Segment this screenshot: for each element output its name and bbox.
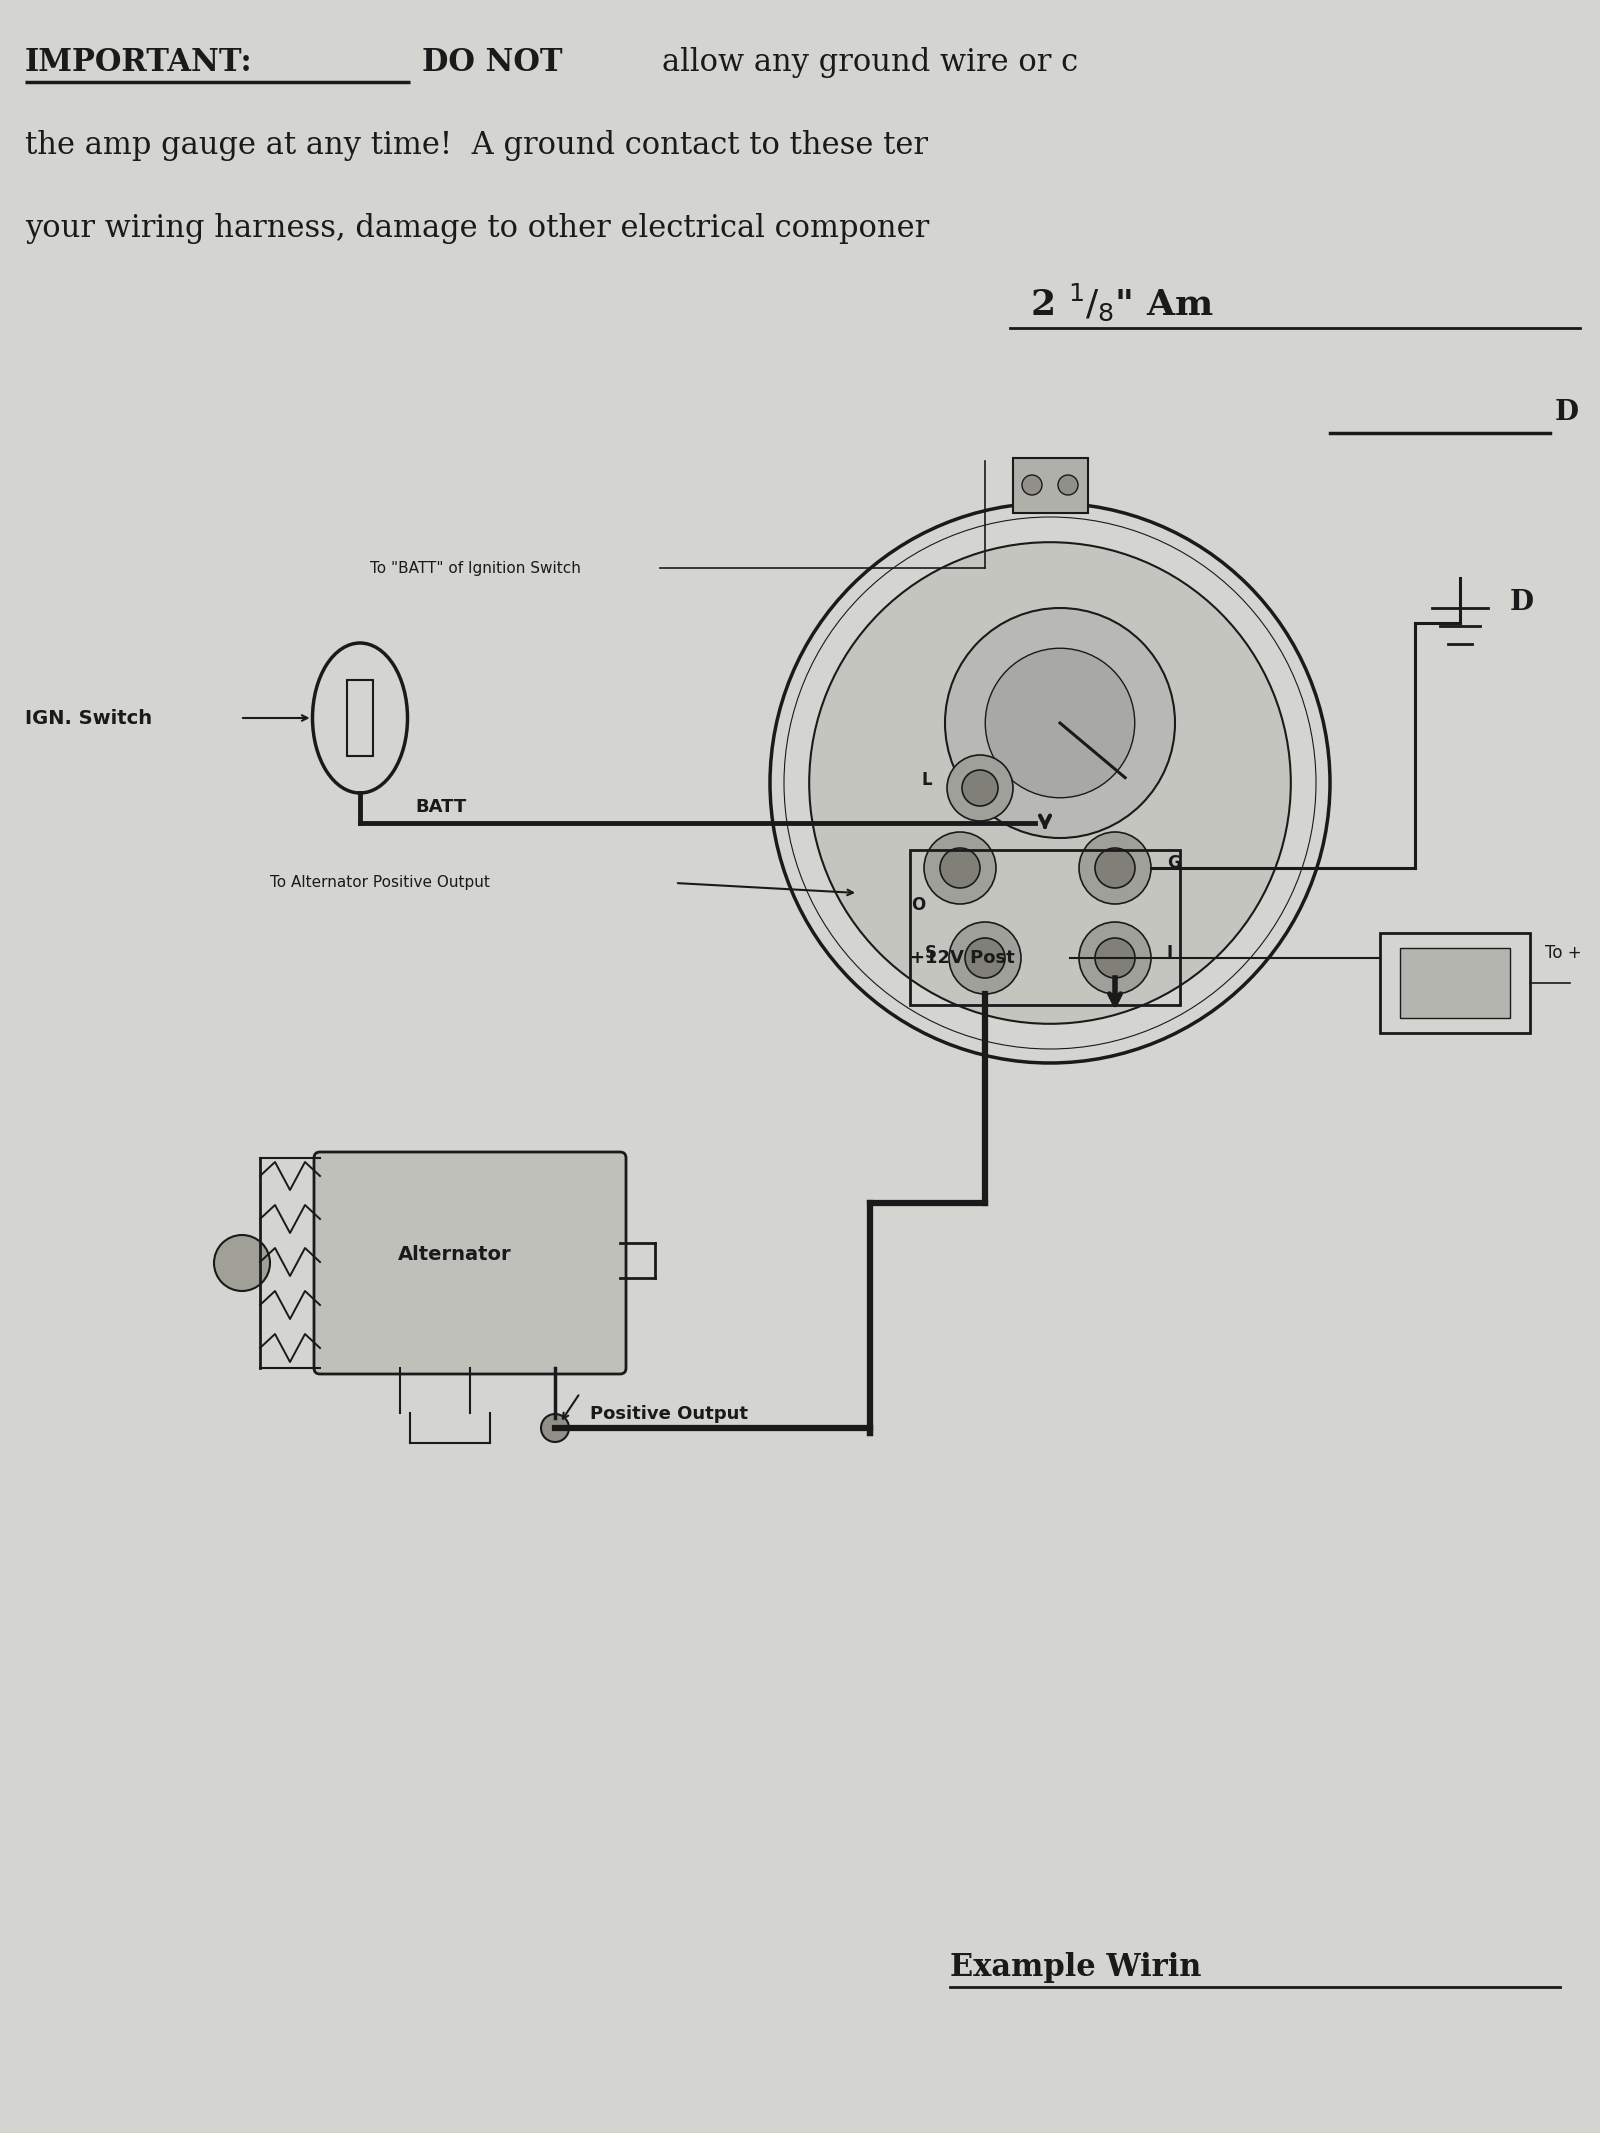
Text: To Alternator Positive Output: To Alternator Positive Output <box>270 875 490 889</box>
Text: D: D <box>1555 399 1579 427</box>
Bar <box>1013 459 1088 514</box>
Text: 2 $^{1}/_{8}$" Am: 2 $^{1}/_{8}$" Am <box>1030 282 1213 322</box>
Bar <box>910 849 1181 1005</box>
Text: Alternator: Alternator <box>398 1246 512 1265</box>
Circle shape <box>1094 939 1134 979</box>
Text: IGN. Switch: IGN. Switch <box>26 708 152 727</box>
Text: IMPORTANT:: IMPORTANT: <box>26 47 253 79</box>
Text: S: S <box>925 945 938 962</box>
Text: I: I <box>1166 945 1173 962</box>
Text: L: L <box>922 770 931 789</box>
Text: +12V Post: +12V Post <box>910 949 1014 966</box>
Bar <box>1379 932 1530 1032</box>
Circle shape <box>214 1235 270 1290</box>
Circle shape <box>949 921 1021 994</box>
Bar <box>1400 947 1510 1017</box>
Circle shape <box>541 1414 570 1442</box>
Circle shape <box>947 755 1013 821</box>
Circle shape <box>1022 476 1042 495</box>
Text: O: O <box>910 896 925 915</box>
Circle shape <box>965 939 1005 979</box>
FancyBboxPatch shape <box>314 1152 626 1374</box>
Text: your wiring harness, damage to other electrical componer: your wiring harness, damage to other ele… <box>26 213 930 243</box>
Circle shape <box>925 832 995 904</box>
Circle shape <box>986 648 1134 798</box>
Text: DO NOT: DO NOT <box>422 47 563 79</box>
Text: the amp gauge at any time!  A ground contact to these ter: the amp gauge at any time! A ground cont… <box>26 130 928 160</box>
Circle shape <box>946 608 1174 838</box>
Text: To +: To + <box>1546 945 1582 962</box>
Ellipse shape <box>312 642 408 793</box>
Circle shape <box>962 770 998 806</box>
Circle shape <box>1094 849 1134 887</box>
Circle shape <box>1078 832 1150 904</box>
Circle shape <box>1058 476 1078 495</box>
Circle shape <box>810 542 1291 1024</box>
Circle shape <box>1078 921 1150 994</box>
Circle shape <box>941 849 979 887</box>
Text: Positive Output: Positive Output <box>590 1406 749 1423</box>
Bar <box>347 680 373 755</box>
Text: To "BATT" of Ignition Switch: To "BATT" of Ignition Switch <box>370 561 581 576</box>
Text: BATT: BATT <box>414 798 466 817</box>
Text: D: D <box>1510 589 1534 616</box>
Text: allow any ground wire or c: allow any ground wire or c <box>662 47 1078 79</box>
Text: Example Wirin: Example Wirin <box>950 1952 1202 1984</box>
Text: G: G <box>1166 853 1181 872</box>
